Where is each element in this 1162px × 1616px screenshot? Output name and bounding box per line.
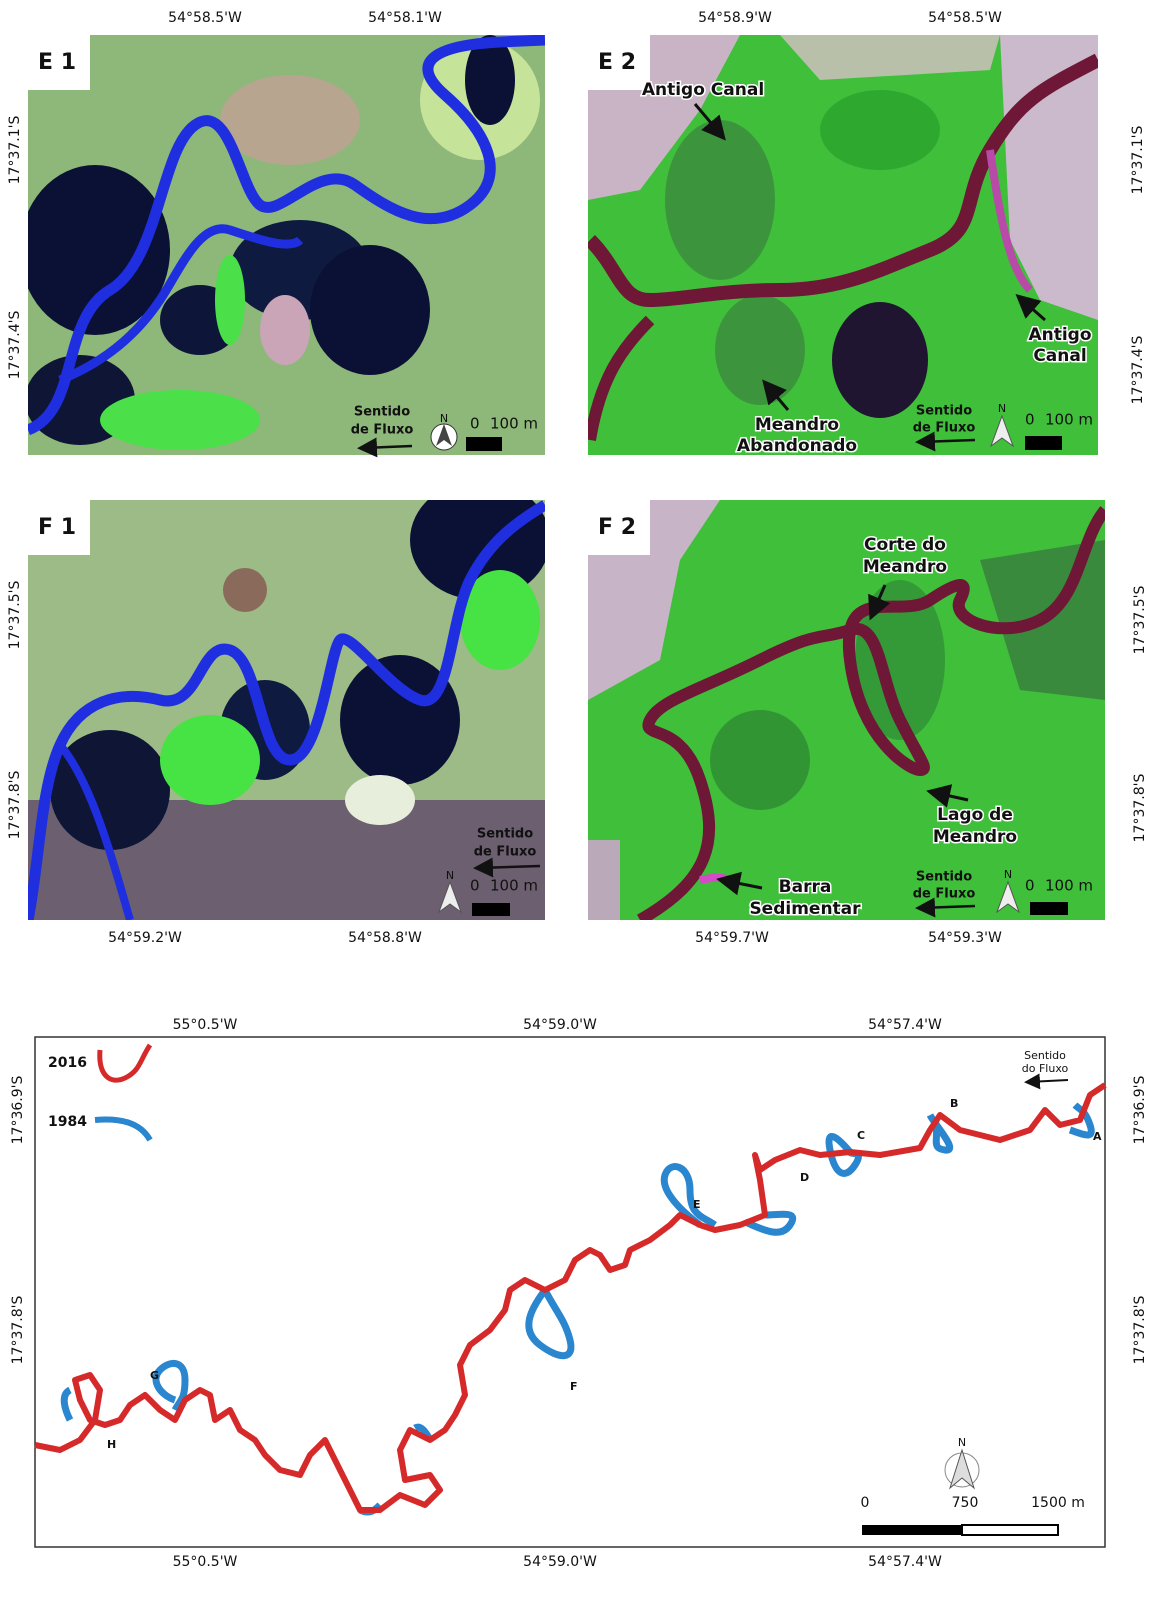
scale-bar (472, 903, 510, 916)
annotation: Abandonado (737, 436, 857, 456)
lon-label: 54°59.3'W (928, 930, 1002, 946)
annotation: Antigo (1028, 325, 1091, 345)
scale-label: 0 (1025, 877, 1035, 895)
lat-label: 17°37.8'S (7, 771, 23, 840)
scale-label: 100 m (490, 415, 538, 433)
lat-label: 17°37.5'S (7, 581, 23, 650)
lat-label: 17°37.4'S (1130, 336, 1146, 405)
annotation: Canal (1033, 346, 1086, 366)
lat-label: 17°37.1'S (7, 116, 23, 185)
image-f1 (28, 480, 550, 920)
annotation: Barra (779, 877, 832, 897)
flow-label: de Fluxo (351, 423, 414, 438)
flow-label: de Fluxo (474, 845, 537, 860)
scale-label: 0 (470, 415, 480, 433)
site-label: G (150, 1369, 159, 1382)
lat-label: 17°37.8'S (1132, 774, 1148, 843)
scale-bar (466, 437, 502, 451)
scale-label: 100 m (1045, 877, 1093, 895)
body: E 1 54°58.5'W 54°58.1'W 17°37.1'S 17°37.… (0, 0, 1162, 1616)
site-label: E (693, 1198, 701, 1211)
site-label: H (107, 1438, 116, 1451)
lat-label: 17°37.8'S (10, 1296, 26, 1365)
figure: E 1 54°58.5'W 54°58.1'W 17°37.1'S 17°37.… (0, 0, 1162, 1616)
lat-label: 17°37.4'S (7, 311, 23, 380)
image-e1 (20, 35, 545, 455)
panel-label: E 1 (38, 50, 76, 75)
flow-label: de Fluxo (913, 421, 976, 436)
annotation: Antigo Canal (642, 80, 764, 100)
panel-label: E 2 (598, 50, 636, 75)
north-label: N (440, 412, 448, 425)
lon-label: 54°59.0'W (523, 1554, 597, 1570)
flow-label: Sentido (477, 827, 533, 842)
scale-label: 1500 m (1031, 1495, 1085, 1511)
site-label: F (570, 1380, 578, 1393)
lon-label: 54°57.4'W (868, 1554, 942, 1570)
scale-bar (962, 1525, 1058, 1535)
image-f2 (588, 500, 1105, 920)
lat-label: 17°37.1'S (1130, 126, 1146, 195)
site-label: D (800, 1171, 809, 1184)
panel-label: F 2 (598, 515, 636, 540)
north-label: N (998, 402, 1006, 415)
scale-bar (862, 1525, 962, 1535)
annotation: Meandro (863, 557, 947, 577)
lat-label: 17°36.9'S (1132, 1076, 1148, 1145)
lon-label: 54°58.5'W (928, 10, 1002, 26)
lon-label: 54°59.2'W (108, 930, 182, 946)
scale-label: 0 (1025, 411, 1035, 429)
annotation: Lago de (937, 805, 1013, 825)
scale-label: 0 (470, 877, 480, 895)
scale-label: 750 (952, 1495, 979, 1511)
lat-label: 17°36.9'S (10, 1076, 26, 1145)
legend-label: 1984 (48, 1114, 87, 1130)
site-label: A (1093, 1130, 1102, 1143)
scale-label: 100 m (1045, 411, 1093, 429)
legend-label: 2016 (48, 1055, 87, 1071)
flow-label: de Fluxo (913, 887, 976, 902)
lon-label: 54°58.9'W (698, 10, 772, 26)
site-label: B (950, 1097, 958, 1110)
annotation: Sedimentar (749, 899, 861, 919)
page: Meander panels {"panels": [ {"label": "E… (0, 0, 1162, 1616)
north-label: N (446, 869, 454, 882)
scale-bar (1030, 902, 1068, 915)
north-label: N (958, 1436, 966, 1449)
lon-label: 54°59.7'W (695, 930, 769, 946)
lon-label: 54°59.0'W (523, 1017, 597, 1033)
scale-label: 100 m (490, 877, 538, 895)
lon-label: 54°58.1'W (368, 10, 442, 26)
lat-label: 17°37.8'S (1132, 1296, 1148, 1365)
lon-label: 55°0.5'W (173, 1554, 238, 1570)
lon-label: 54°58.8'W (348, 930, 422, 946)
lon-label: 54°57.4'W (868, 1017, 942, 1033)
lon-label: 55°0.5'W (173, 1017, 238, 1033)
flow-label: Sentido (916, 870, 972, 885)
flow-label: do Fluxo (1022, 1062, 1069, 1075)
panel-label: F 1 (38, 515, 76, 540)
scale-label: 0 (861, 1495, 870, 1511)
lon-label: 54°58.5'W (168, 10, 242, 26)
annotation: Corte do (864, 535, 946, 555)
scale-bar (1025, 436, 1062, 450)
annotation: Meandro (755, 415, 839, 435)
flow-label: Sentido (354, 405, 410, 420)
site-label: C (857, 1129, 865, 1142)
flow-label: Sentido (916, 404, 972, 419)
annotation: Meandro (933, 827, 1017, 847)
flow-label: Sentido (1024, 1049, 1066, 1062)
north-label: N (1004, 868, 1012, 881)
lat-label: 17°37.5'S (1132, 586, 1148, 655)
map-frame (35, 1037, 1105, 1547)
